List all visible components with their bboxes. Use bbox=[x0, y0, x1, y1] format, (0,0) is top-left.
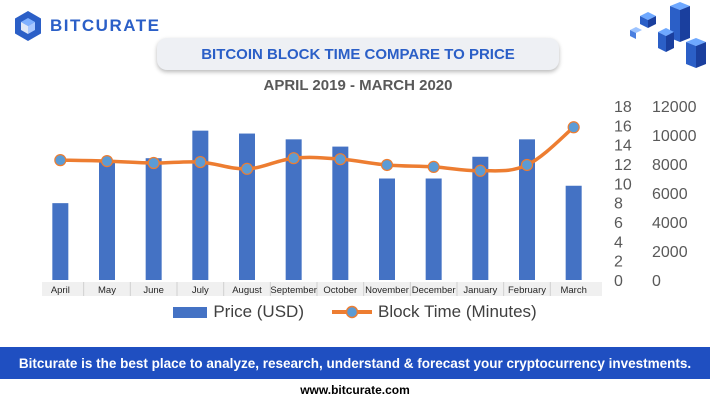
point-block-time bbox=[194, 155, 207, 169]
legend-label-block-time: Block Time (Minutes) bbox=[377, 302, 537, 321]
x-tick-label: April bbox=[51, 285, 70, 296]
bar-price bbox=[519, 139, 535, 280]
y-right-tick-label: 6000 bbox=[652, 186, 688, 203]
point-block-time bbox=[334, 153, 347, 166]
cube-hexagon-icon bbox=[15, 11, 41, 41]
x-tick-label: November bbox=[365, 285, 409, 296]
footer-banner: Bitcurate is the best place to analyze, … bbox=[0, 347, 710, 379]
y-left-tick-label: 12 bbox=[614, 157, 632, 174]
chart-legend: Price (USD) Block Time (Minutes) bbox=[0, 302, 710, 322]
point-block-time bbox=[380, 158, 394, 172]
point-block-time bbox=[520, 158, 534, 172]
bar-price bbox=[239, 133, 255, 280]
isometric-cubes-icon bbox=[630, 2, 706, 68]
chart-subtitle: APRIL 2019 - MARCH 2020 bbox=[263, 77, 453, 94]
brand-name: BITCURATE bbox=[50, 16, 161, 35]
y-left-tick-label: 8 bbox=[614, 196, 623, 213]
y-left-tick-label: 4 bbox=[614, 234, 623, 251]
y-right-tick-label: 0 bbox=[652, 273, 661, 290]
point-block-time bbox=[54, 154, 67, 167]
bar-price bbox=[425, 178, 442, 280]
bar-price bbox=[565, 185, 582, 280]
x-axis-band bbox=[42, 282, 602, 296]
point-block-time bbox=[100, 155, 114, 168]
chart-title-box: BITCOIN BLOCK TIME COMPARE TO PRICE bbox=[157, 38, 559, 70]
legend-swatch-block-time bbox=[331, 305, 372, 319]
y-left-tick-label: 18 bbox=[614, 99, 632, 116]
y-right-tick-label: 10000 bbox=[652, 128, 697, 145]
bar-price bbox=[192, 130, 209, 280]
point-block-time bbox=[147, 156, 160, 170]
y-left-tick-label: 6 bbox=[614, 215, 623, 232]
point-block-time bbox=[287, 152, 300, 165]
x-tick-label: February bbox=[508, 285, 546, 296]
y-left-tick-label: 14 bbox=[614, 138, 632, 155]
bar-price bbox=[379, 178, 395, 280]
y-left-tick-label: 16 bbox=[614, 118, 632, 135]
y-right-tick-label: 12000 bbox=[652, 99, 697, 116]
bar-price bbox=[285, 139, 302, 280]
x-tick-label: September bbox=[270, 285, 316, 296]
y-right-tick-label: 8000 bbox=[652, 157, 688, 174]
point-block-time bbox=[567, 121, 580, 134]
point-block-time bbox=[427, 160, 440, 173]
x-tick-label: January bbox=[463, 285, 497, 296]
point-block-time bbox=[240, 162, 254, 175]
footer-tagline: Bitcurate is the best place to analyze, … bbox=[18, 355, 692, 371]
x-tick-label: August bbox=[232, 285, 262, 296]
bar-price bbox=[332, 146, 349, 280]
brand-logo: BITCURATE bbox=[12, 10, 160, 42]
footer-url[interactable]: www.bitcurate.com bbox=[300, 383, 410, 397]
x-tick-label: October bbox=[323, 285, 357, 296]
bar-price bbox=[472, 156, 489, 280]
x-tick-label: July bbox=[192, 285, 209, 296]
bar-price bbox=[145, 158, 162, 280]
legend-item-block-time: Block Time (Minutes) bbox=[331, 302, 537, 322]
legend-label-price: Price (USD) bbox=[213, 302, 304, 321]
chart-area: April May June July August September October No… bbox=[42, 99, 697, 296]
series-line-block-time bbox=[60, 125, 575, 173]
x-tick-label: June bbox=[143, 285, 164, 296]
y-left-tick-label: 2 bbox=[614, 254, 623, 271]
chart-title: BITCOIN BLOCK TIME COMPARE TO PRICE bbox=[201, 45, 515, 63]
y-left-tick-label: 10 bbox=[614, 176, 632, 193]
legend-item-price: Price (USD) bbox=[173, 302, 304, 322]
bar-price bbox=[52, 203, 69, 280]
y-left-tick-label: 0 bbox=[614, 273, 623, 290]
x-tick-label: March bbox=[560, 285, 586, 296]
point-block-time bbox=[474, 164, 487, 177]
x-tick-label: December bbox=[412, 285, 456, 296]
x-tick-label: May bbox=[98, 285, 116, 296]
legend-swatch-price bbox=[173, 306, 208, 318]
y-right-tick-label: 4000 bbox=[652, 215, 688, 232]
y-right-tick-label: 2000 bbox=[652, 244, 688, 261]
bar-price bbox=[99, 161, 115, 280]
